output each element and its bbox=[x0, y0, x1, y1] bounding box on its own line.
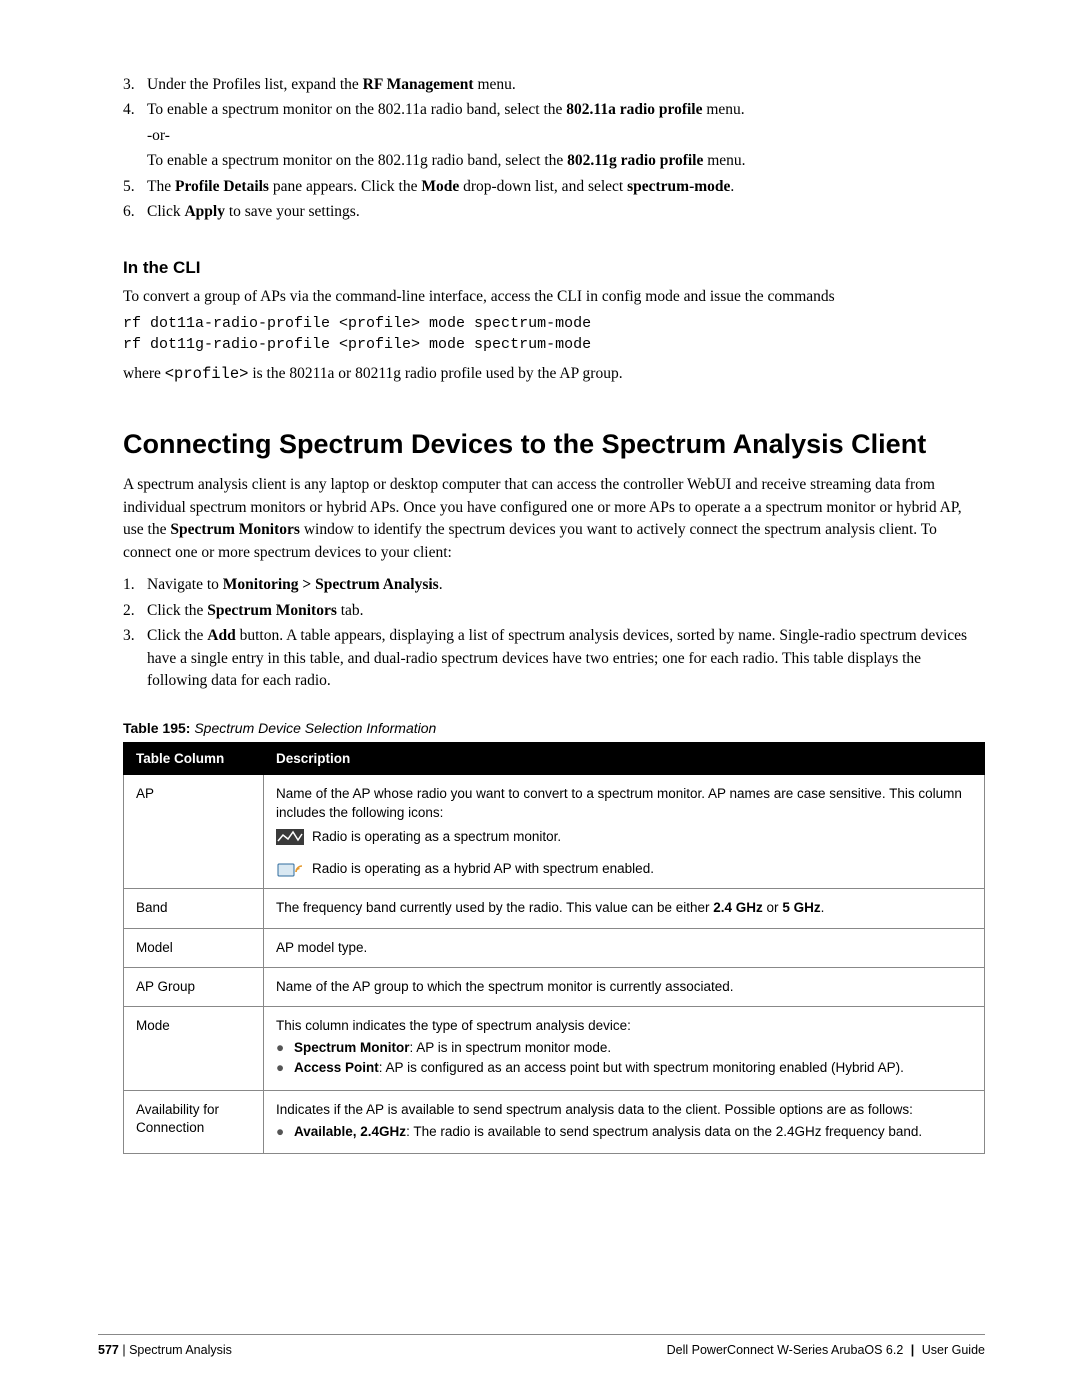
steps-list-2: 1. Navigate to Monitoring > Spectrum Ana… bbox=[123, 574, 985, 692]
table-cell-description: Name of the AP group to which the spectr… bbox=[264, 967, 985, 1006]
table-cell-description: AP model type. bbox=[264, 928, 985, 967]
table-cell-column: Band bbox=[124, 889, 264, 928]
table-cell-column: AP Group bbox=[124, 967, 264, 1006]
table-cell-column: Mode bbox=[124, 1007, 264, 1091]
spectrum-device-table: Table Column Description AP Name of the … bbox=[123, 742, 985, 1154]
step-text: To enable a spectrum monitor on the 802.… bbox=[147, 99, 985, 121]
table-caption: Table 195: Spectrum Device Selection Inf… bbox=[123, 720, 985, 736]
step-number: 6. bbox=[123, 201, 147, 223]
table-row: AP Name of the AP whose radio you want t… bbox=[124, 775, 985, 889]
section-para-1: A spectrum analysis client is any laptop… bbox=[123, 474, 985, 564]
bullet-icon: ● bbox=[276, 1059, 294, 1077]
step-3: 3. Under the Profiles list, expand the R… bbox=[123, 74, 985, 96]
table-cell-column: Model bbox=[124, 928, 264, 967]
table-row: Model AP model type. bbox=[124, 928, 985, 967]
step-text: Navigate to Monitoring > Spectrum Analys… bbox=[147, 574, 985, 596]
icon-line-hybrid: Radio is operating as a hybrid AP with s… bbox=[276, 860, 972, 878]
table-cell-description: Name of the AP whose radio you want to c… bbox=[264, 775, 985, 889]
list-item: ●Available, 2.4GHz: The radio is availab… bbox=[276, 1123, 972, 1141]
table-row: Availability for Connection Indicates if… bbox=[124, 1090, 985, 1153]
step-number: 4. bbox=[123, 99, 147, 121]
table-cell-description: This column indicates the type of spectr… bbox=[264, 1007, 985, 1091]
footer-right: Dell PowerConnect W-Series ArubaOS 6.2 |… bbox=[667, 1343, 985, 1357]
step-6: 6. Click Apply to save your settings. bbox=[123, 201, 985, 223]
table-row: AP Group Name of the AP group to which t… bbox=[124, 967, 985, 1006]
step-text: The Profile Details pane appears. Click … bbox=[147, 176, 985, 198]
heading-in-the-cli: In the CLI bbox=[123, 258, 985, 278]
step-1: 1. Navigate to Monitoring > Spectrum Ana… bbox=[123, 574, 985, 596]
list-item: ●Spectrum Monitor: AP is in spectrum mon… bbox=[276, 1039, 972, 1057]
table-cell-column: Availability for Connection bbox=[124, 1090, 264, 1153]
step-text: Click the Add button. A table appears, d… bbox=[147, 625, 985, 692]
step-number: 2. bbox=[123, 600, 147, 622]
step-number: 1. bbox=[123, 574, 147, 596]
step-text: Click the Spectrum Monitors tab. bbox=[147, 600, 985, 622]
table-row: Mode This column indicates the type of s… bbox=[124, 1007, 985, 1091]
step-2: 2. Click the Spectrum Monitors tab. bbox=[123, 600, 985, 622]
table-cell-column: AP bbox=[124, 775, 264, 889]
bullet-icon: ● bbox=[276, 1039, 294, 1057]
step-number: 3. bbox=[123, 625, 147, 692]
table-row: Band The frequency band currently used b… bbox=[124, 889, 985, 928]
cli-note: where <profile> is the 80211a or 80211g … bbox=[123, 363, 985, 385]
page-footer: 577 | Spectrum Analysis Dell PowerConnec… bbox=[0, 1334, 1080, 1357]
step-number: 5. bbox=[123, 176, 147, 198]
step-text: Under the Profiles list, expand the RF M… bbox=[147, 74, 985, 96]
step-3b: 3. Click the Add button. A table appears… bbox=[123, 625, 985, 692]
hybrid-ap-icon bbox=[276, 860, 304, 878]
footer-line: 577 | Spectrum Analysis Dell PowerConnec… bbox=[98, 1334, 985, 1357]
step-4-or: -or- bbox=[147, 125, 985, 147]
table-cell-description: The frequency band currently used by the… bbox=[264, 889, 985, 928]
step-4: 4. To enable a spectrum monitor on the 8… bbox=[123, 99, 985, 121]
steps-list-1: 3. Under the Profiles list, expand the R… bbox=[123, 74, 985, 224]
step-4-alt: To enable a spectrum monitor on the 802.… bbox=[147, 150, 985, 172]
step-5: 5. The Profile Details pane appears. Cli… bbox=[123, 176, 985, 198]
bullet-icon: ● bbox=[276, 1123, 294, 1141]
mode-bullet-list: ●Spectrum Monitor: AP is in spectrum mon… bbox=[276, 1039, 972, 1077]
table-header-row: Table Column Description bbox=[124, 743, 985, 775]
step-text: Click Apply to save your settings. bbox=[147, 201, 985, 223]
footer-left: 577 | Spectrum Analysis bbox=[98, 1343, 232, 1357]
step-number: 3. bbox=[123, 74, 147, 96]
list-item: ●Access Point: AP is configured as an ac… bbox=[276, 1059, 972, 1077]
table-header-description: Description bbox=[264, 743, 985, 775]
cli-intro: To convert a group of APs via the comman… bbox=[123, 286, 985, 308]
heading-connecting-spectrum: Connecting Spectrum Devices to the Spect… bbox=[123, 429, 985, 460]
table-header-column: Table Column bbox=[124, 743, 264, 775]
availability-bullet-list: ●Available, 2.4GHz: The radio is availab… bbox=[276, 1123, 972, 1141]
cli-code-block: rf dot11a-radio-profile <profile> mode s… bbox=[123, 314, 985, 355]
icon-line-spectrum: Radio is operating as a spectrum monitor… bbox=[276, 828, 972, 846]
table-cell-description: Indicates if the AP is available to send… bbox=[264, 1090, 985, 1153]
spectrum-monitor-icon bbox=[276, 828, 304, 846]
